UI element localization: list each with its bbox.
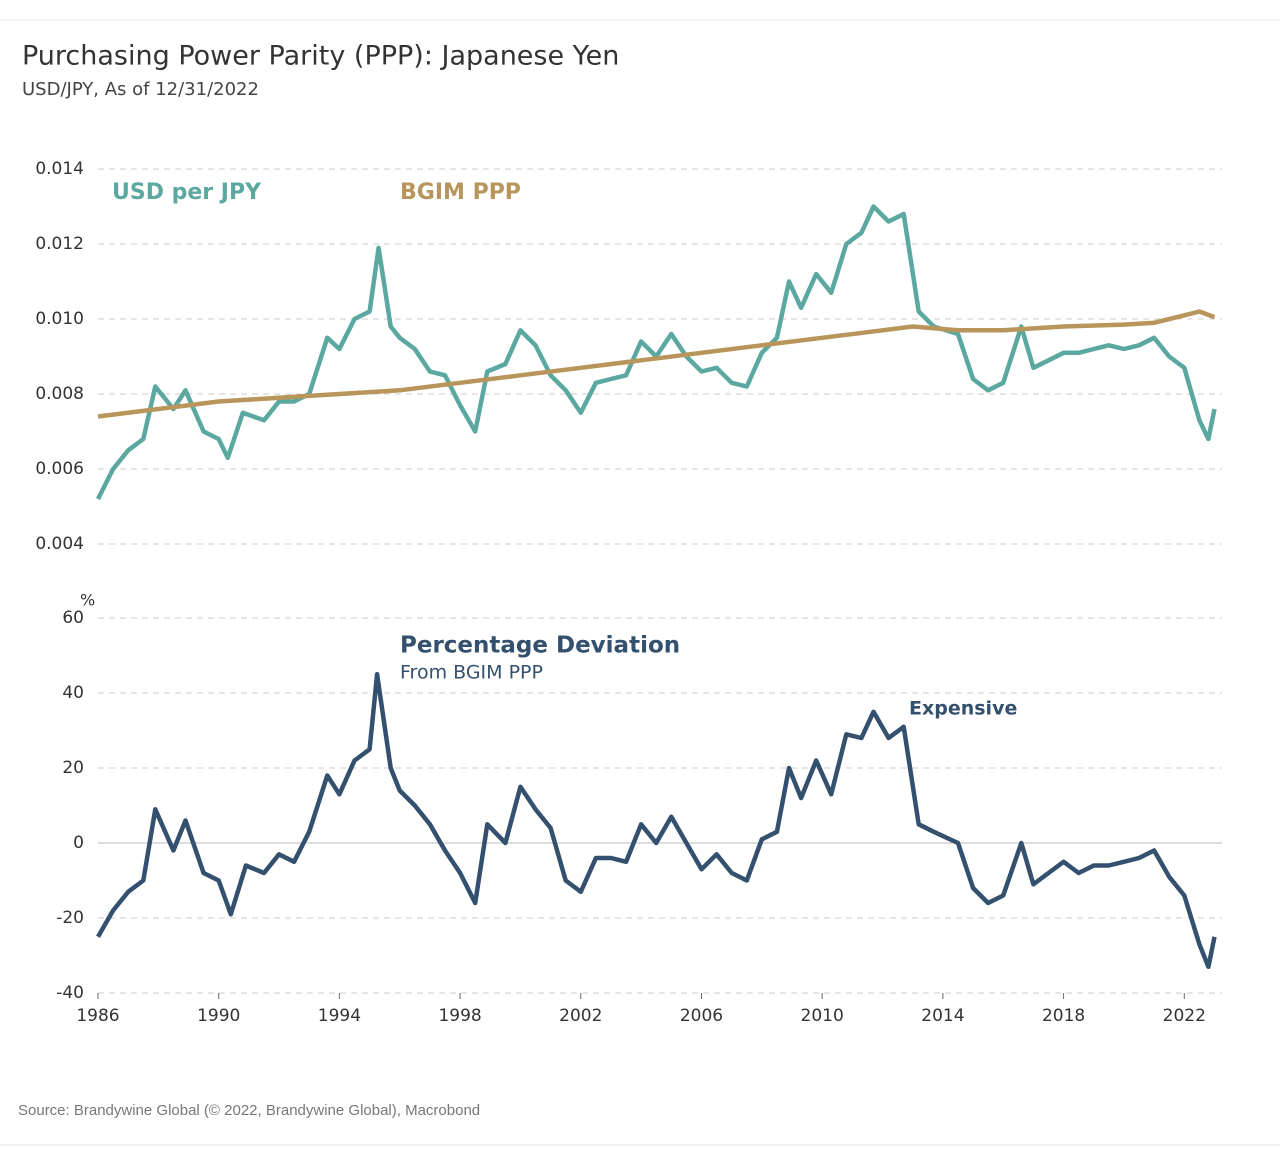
annotation: Percentage Deviation — [400, 633, 680, 659]
source-note: Source: Brandywine Global (© 2022, Brand… — [18, 1102, 480, 1119]
y-tick-label: 60 — [62, 608, 84, 628]
y-tick-label: 20 — [62, 758, 84, 778]
annotation: From BGIM PPP — [400, 662, 543, 684]
y-tick-label: 0.008 — [35, 384, 84, 404]
y-tick-label: 0.004 — [35, 534, 84, 554]
series-label: USD per JPY — [112, 180, 262, 205]
x-tick-label: 1990 — [197, 1006, 240, 1026]
annotation: Expensive — [909, 698, 1017, 720]
series-line — [96, 672, 1217, 970]
x-tick-label: 1994 — [318, 1006, 361, 1026]
x-tick-label: 2006 — [680, 1006, 723, 1026]
x-tick-label: 2002 — [559, 1006, 602, 1026]
y-tick-label: -20 — [56, 908, 84, 928]
series-line — [95, 204, 1217, 501]
x-tick-label: 2018 — [1042, 1006, 1085, 1026]
y-tick-label: 0.014 — [35, 159, 84, 179]
y-tick-label: -40 — [56, 983, 84, 1003]
series-label: BGIM PPP — [400, 180, 521, 205]
x-tick-label: 1986 — [76, 1006, 119, 1026]
y-tick-label: 0.012 — [35, 234, 84, 254]
chart-title: Purchasing Power Parity (PPP): Japanese … — [22, 41, 619, 72]
y-tick-label: 40 — [62, 683, 84, 703]
y-tick-label: 0.006 — [35, 459, 84, 479]
x-tick-label: 2014 — [921, 1006, 964, 1026]
series-line — [97, 309, 1216, 419]
x-tick-label: 1998 — [438, 1006, 481, 1026]
x-tick-label: 2010 — [801, 1006, 844, 1026]
y-tick-label: 0 — [73, 833, 84, 853]
y-tick-label: 0.010 — [35, 309, 84, 329]
y-unit: % — [80, 591, 95, 610]
x-tick-label: 2022 — [1163, 1006, 1206, 1026]
chart-subtitle: USD/JPY, As of 12/31/2022 — [22, 79, 259, 100]
